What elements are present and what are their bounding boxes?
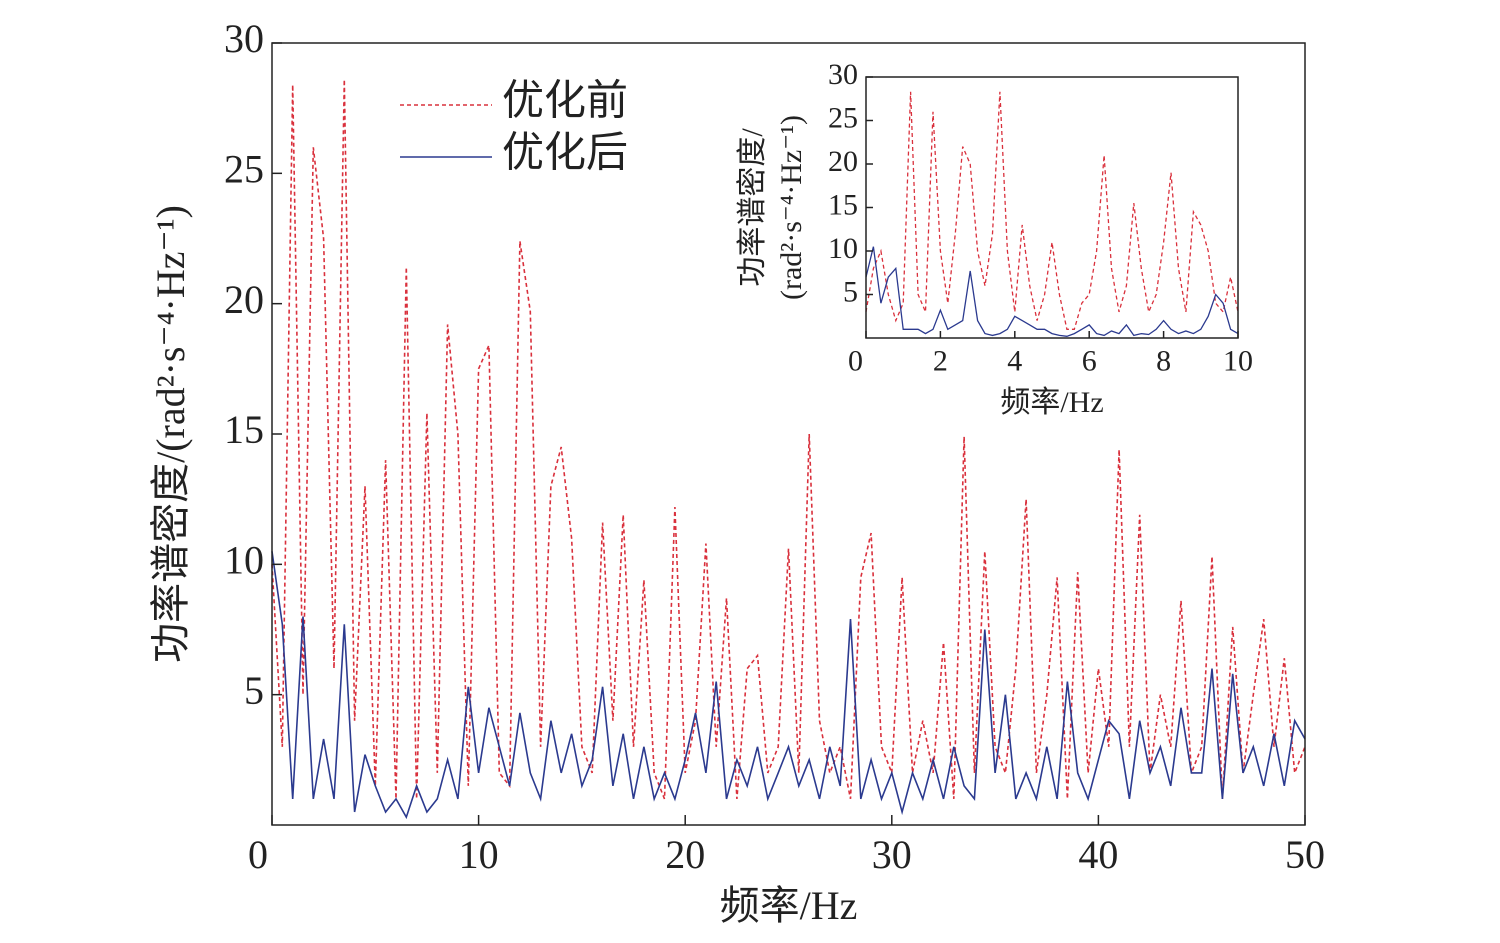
y-tick-label: 20 [224,277,264,322]
y-axis-label: 功率谱密度/(rad²·s⁻⁴·Hz⁻¹) [148,205,193,663]
x-tick-label: 40 [1078,832,1118,877]
y-tick-label: 15 [224,407,264,452]
x-tick-label: 8 [1156,344,1171,377]
y-tick-label: 25 [224,147,264,192]
x-tick-label: 0 [248,832,268,877]
y-tick-label: 20 [828,145,858,178]
y-tick-label: 15 [828,188,858,221]
x-tick-label: 4 [1007,344,1022,377]
x-tick-label: 0 [848,344,863,377]
x-tick-label: 10 [459,832,499,877]
x-axis-label: 频率/Hz [1000,386,1103,419]
y-tick-label: 30 [224,16,264,61]
y-axis-label: 功率谱密度/ [736,128,769,287]
inset-background [866,77,1238,338]
data-line [865,246,1239,337]
x-tick-label: 20 [665,832,705,877]
y-tick-label: 5 [244,668,264,713]
x-tick-label: 6 [1082,344,1097,377]
y-tick-label: 10 [828,232,858,265]
data-line [271,79,1306,800]
legend-label: 优化前 [502,79,628,125]
y-tick-label: 25 [828,101,858,134]
data-line [865,91,1239,330]
y-axis-label: (rad²·s⁻⁴·Hz⁻¹) [775,115,808,300]
y-tick-label: 10 [224,538,264,583]
data-line [271,551,1306,820]
x-tick-label: 10 [1223,344,1253,377]
y-tick-label: 5 [843,275,858,308]
x-tick-label: 2 [933,344,948,377]
y-tick-label: 30 [828,58,858,91]
x-tick-label: 50 [1285,832,1325,877]
x-axis-label: 频率/Hz [720,883,858,928]
legend-label: 优化后 [502,131,628,177]
x-tick-label: 30 [872,832,912,877]
